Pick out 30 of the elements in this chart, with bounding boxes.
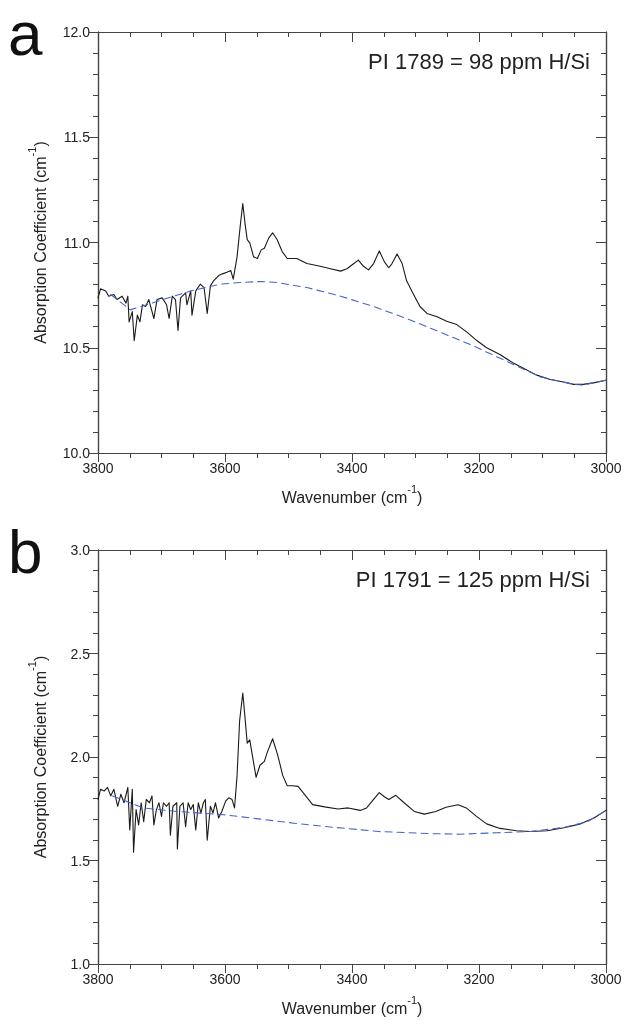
text: b bbox=[8, 516, 43, 586]
x-tick-label: 3400 bbox=[336, 460, 368, 476]
y-tick-label: 3.0 bbox=[70, 542, 91, 558]
text: a bbox=[8, 0, 43, 68]
y-tick-label: 12.0 bbox=[62, 24, 91, 40]
x-tick-label: 3800 bbox=[82, 971, 114, 987]
y-tick-label: 11.0 bbox=[63, 234, 91, 251]
y-tick-label: 1.5 bbox=[70, 852, 91, 869]
line-series bbox=[112, 795, 607, 835]
x-tick-label: 3000 bbox=[590, 460, 622, 476]
x-tick-label: 3800 bbox=[82, 460, 114, 476]
y-tick-label: 10.5 bbox=[62, 339, 91, 356]
y-tick-label: 1.0 bbox=[70, 956, 91, 972]
y-tick-label: 2.0 bbox=[70, 749, 91, 765]
x-tick-label: 3200 bbox=[463, 460, 495, 476]
annotation: PI 1791 = 125 ppm H/Si bbox=[355, 566, 590, 592]
x-tick-label: 3600 bbox=[209, 460, 241, 476]
x-tick-label: 3200 bbox=[463, 971, 495, 987]
annotation: PI 1789 = 98 ppm H/Si bbox=[368, 48, 590, 74]
y-tick-label: 2.5 bbox=[70, 645, 91, 662]
y-axis-title: Absorption Coefficient (cm-1) bbox=[25, 141, 49, 344]
y-tick-label: 10.0 bbox=[62, 445, 91, 461]
y-axis-title: Absorption Coefficient (cm-1) bbox=[25, 655, 49, 859]
line-series bbox=[110, 280, 607, 386]
x-tick-label: 3600 bbox=[209, 971, 241, 987]
line-series bbox=[97, 203, 607, 385]
y-tick-label: 11.5 bbox=[63, 129, 91, 146]
line-series bbox=[97, 692, 607, 853]
x-tick-label: 3400 bbox=[336, 971, 368, 987]
x-tick-label: 3000 bbox=[590, 971, 622, 987]
